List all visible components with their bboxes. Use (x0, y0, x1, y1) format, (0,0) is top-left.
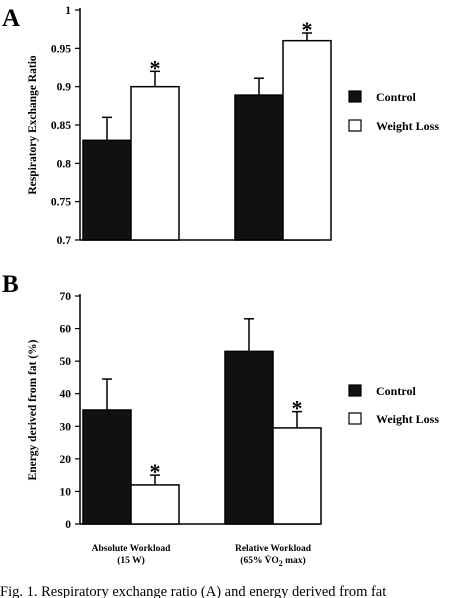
legend-label: Control (376, 384, 416, 398)
bar-weight-loss (130, 85, 180, 241)
legend-label: Weight Loss (376, 412, 439, 426)
legend-swatch (348, 90, 362, 103)
bar-weight-loss (272, 427, 322, 525)
legend-swatch (348, 412, 362, 425)
y-tick-label: 20 (60, 454, 72, 466)
category-label: Absolute Workload (92, 544, 171, 554)
y-tick-label: 30 (60, 421, 72, 433)
y-tick-label: 0 (65, 519, 71, 531)
y-tick-label: 50 (60, 356, 72, 368)
legend-swatch (348, 384, 362, 397)
y-tick-label: 0.7 (57, 235, 72, 247)
y-tick-label: 40 (60, 389, 72, 401)
chart-panel-a: A 0.7 0.75 0.8 0.85 0.9 0.95 1 Respiratory Excha… (2, 5, 439, 247)
y-tick-label: 0.75 (51, 197, 71, 209)
figure-caption: Fig. 1. Respiratory exchange ratio (A) a… (0, 584, 386, 598)
y-tick-label: 70 (60, 291, 72, 303)
chart-panel-b: B 0 10 20 30 40 50 60 70 Energy derived from fat … (2, 271, 439, 568)
category-label-sub: (15 W) (117, 555, 145, 566)
panel-letter: B (2, 271, 19, 298)
y-tick-label: 0.9 (57, 82, 72, 94)
significance-asterisk: * (150, 459, 161, 484)
y-tick-label: 1 (65, 5, 71, 17)
bar-control (234, 94, 284, 241)
category-label: Relative Workload (235, 544, 312, 554)
legend-label: Control (376, 90, 416, 104)
y-tick-label: 0.95 (51, 43, 71, 55)
y-tick-label: 60 (60, 324, 72, 336)
significance-asterisk: * (150, 55, 161, 80)
bar-weight-loss (130, 484, 180, 525)
bar-control (224, 350, 274, 525)
y-tick-label: 10 (60, 486, 72, 498)
y-tick-label: 0.8 (57, 158, 72, 170)
significance-asterisk: * (292, 396, 303, 421)
bar-control (82, 139, 132, 241)
y-tick-label: 0.85 (51, 120, 71, 132)
bar-control (82, 409, 132, 525)
legend-label: Weight Loss (376, 119, 439, 133)
bar-weight-loss (282, 39, 332, 241)
y-axis-label: Respiratory Exchange Ratio (27, 55, 39, 195)
significance-asterisk: * (302, 17, 313, 42)
category-label-sub: (65% V̇O2 max) (240, 553, 305, 568)
y-axis-label: Energy derived from fat (%) (27, 339, 39, 480)
legend-swatch (348, 119, 362, 132)
panel-letter: A (2, 5, 20, 32)
